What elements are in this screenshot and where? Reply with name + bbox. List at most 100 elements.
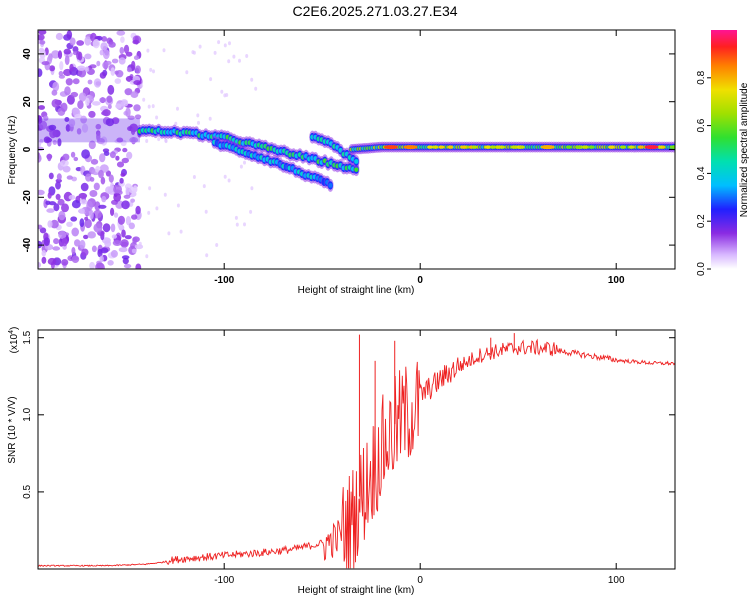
- track-hotspot: [565, 145, 572, 149]
- noise-speckle: [95, 123, 102, 130]
- noise-speckle: [107, 84, 115, 95]
- noise-speckle: [60, 102, 68, 113]
- noise-speckle: [41, 61, 50, 66]
- x-tick-label: 0: [417, 275, 423, 286]
- noise-speckle: [116, 161, 125, 168]
- y-tick-label: -20: [22, 190, 33, 205]
- noise-speckle: [250, 186, 254, 191]
- noise-speckle: [63, 48, 71, 55]
- noise-speckle: [111, 58, 119, 64]
- noise-speckle: [223, 43, 227, 48]
- y-tick-label: 0: [22, 146, 33, 152]
- noise-speckle: [223, 93, 227, 98]
- track-hotspot: [620, 145, 626, 149]
- noise-speckle: [38, 34, 45, 41]
- noise-speckle: [111, 234, 117, 239]
- noise-speckle: [74, 113, 83, 120]
- noise-speckle: [83, 234, 89, 240]
- noise-speckle: [217, 40, 221, 45]
- noise-speckle: [104, 240, 112, 248]
- noise-speckle: [55, 181, 61, 190]
- noise-speckle: [117, 215, 125, 225]
- noise-speckle: [76, 51, 81, 60]
- noise-speckle: [146, 48, 150, 53]
- noise-speckle: [234, 215, 238, 220]
- noise-speckle: [74, 239, 81, 247]
- noise-speckle: [72, 78, 80, 85]
- noise-speckle: [62, 153, 70, 161]
- noise-speckle: [114, 70, 119, 75]
- noise-speckle: [185, 70, 189, 75]
- track-core: [328, 183, 333, 188]
- noise-speckle: [215, 243, 219, 247]
- noise-speckle: [123, 44, 130, 54]
- noise-speckle: [119, 47, 125, 55]
- noise-speckle: [79, 239, 86, 250]
- noise-speckle: [142, 97, 146, 102]
- noise-speckle: [48, 124, 57, 131]
- track-hotspot: [510, 145, 517, 149]
- noise-speckle: [71, 247, 76, 255]
- noise-speckle: [81, 248, 89, 257]
- noise-speckle: [66, 30, 73, 40]
- noise-speckle: [39, 227, 47, 234]
- noise-speckle: [125, 216, 131, 226]
- noise-speckle: [134, 114, 142, 120]
- snr-frame: [37, 329, 676, 570]
- noise-speckle: [250, 77, 254, 82]
- noise-speckle: [135, 205, 141, 215]
- noise-speckle: [71, 200, 81, 209]
- noise-speckle: [99, 72, 107, 79]
- noise-speckle: [101, 195, 107, 203]
- noise-speckle: [57, 198, 65, 206]
- noise-speckle: [127, 115, 135, 120]
- noise-speckle: [120, 172, 126, 177]
- noise-speckle: [38, 115, 43, 124]
- noise-speckle: [66, 221, 73, 227]
- noise-speckle: [135, 263, 142, 269]
- track-hotspot: [432, 145, 439, 149]
- noise-speckle: [179, 229, 183, 234]
- noise-speckle: [55, 32, 64, 41]
- noise-speckle: [47, 257, 57, 266]
- track-hotspot: [628, 145, 635, 149]
- noise-speckle: [148, 186, 152, 191]
- noise-speckle: [85, 97, 90, 106]
- noise-speckle: [223, 174, 227, 179]
- noise-speckle: [198, 44, 202, 49]
- noise-speckle: [58, 71, 64, 76]
- noise-speckle: [84, 36, 91, 46]
- noise-speckle: [116, 30, 126, 36]
- noise-speckle: [48, 172, 54, 180]
- noise-speckle: [157, 137, 161, 142]
- noise-speckle: [131, 248, 137, 254]
- noise-speckle: [254, 86, 258, 91]
- noise-speckle: [79, 199, 88, 205]
- track-hotspot: [669, 145, 675, 149]
- noise-speckle: [70, 216, 78, 222]
- noise-speckle: [132, 39, 139, 45]
- noise-speckle: [125, 186, 130, 197]
- noise-speckle: [113, 212, 119, 218]
- noise-speckle: [124, 88, 133, 96]
- colorbar: 0.0 0.2 0.4 0.6 0.8 Normalized spectral ampl…: [696, 30, 750, 276]
- noise-speckle: [115, 155, 120, 161]
- noise-speckle: [99, 263, 105, 269]
- y-tick-label: 40: [22, 48, 33, 60]
- noise-speckle: [131, 214, 138, 220]
- x-tick-label: 100: [608, 275, 625, 286]
- colorbar-tick-label: 0.6: [696, 118, 707, 132]
- noise-speckle: [130, 127, 136, 135]
- noise-speckle: [58, 210, 66, 221]
- noise-speckle: [70, 151, 76, 158]
- noise-speckle: [105, 170, 111, 177]
- noise-speckle: [121, 200, 130, 210]
- noise-speckle: [130, 91, 139, 98]
- spectrogram-y-axis-label: Frequency (Hz): [7, 116, 18, 185]
- noise-speckle: [119, 177, 124, 184]
- noise-speckle: [61, 203, 69, 213]
- noise-speckle: [155, 115, 159, 120]
- track-hotspot: [489, 145, 496, 149]
- noise-speckle: [98, 204, 107, 209]
